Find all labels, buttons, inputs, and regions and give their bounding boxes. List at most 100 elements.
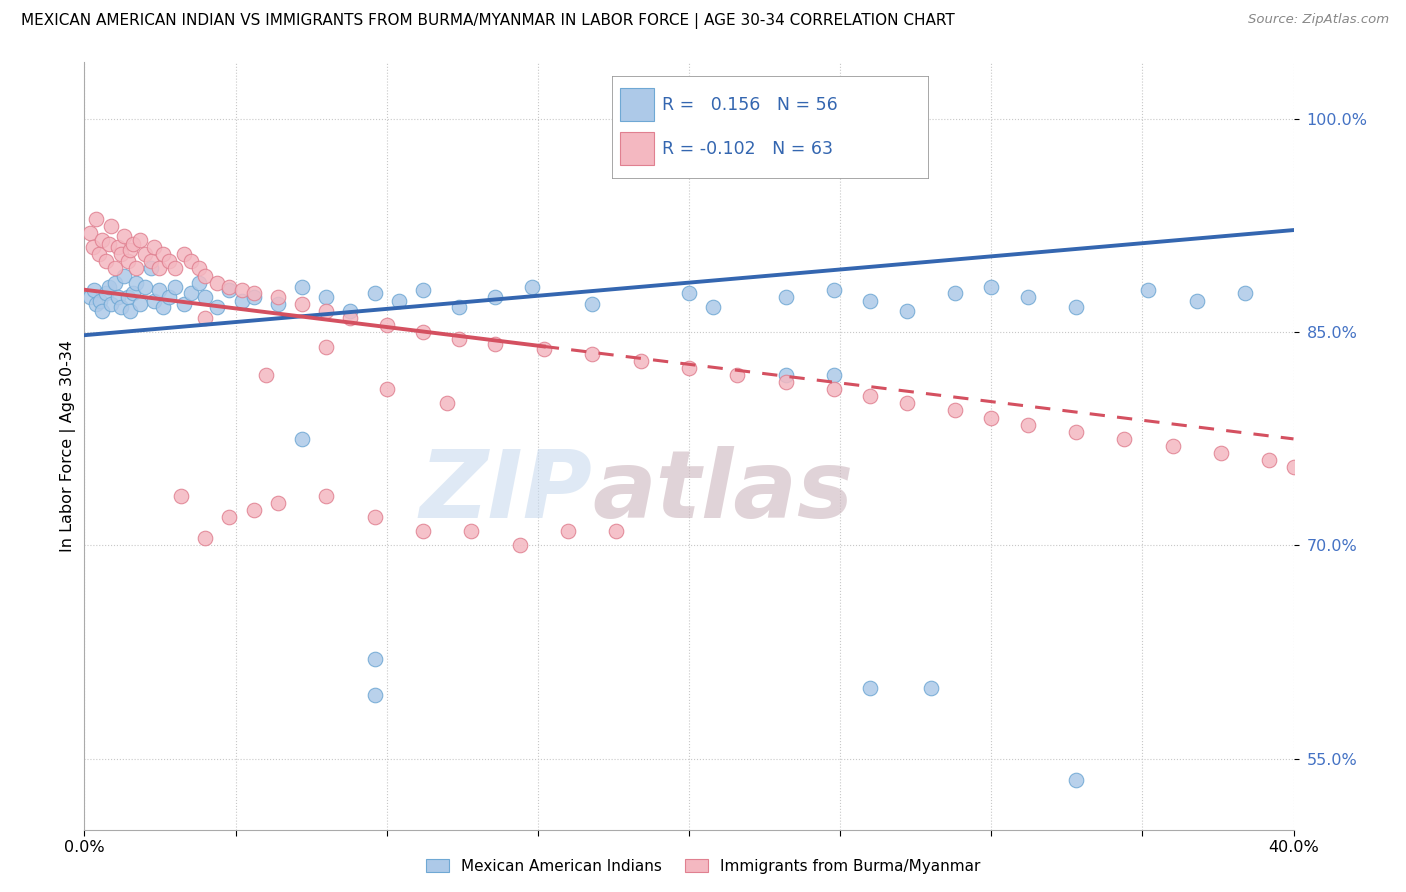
Point (605, 524, 627, 539)
Bar (620, 132, 654, 165)
Point (242, 285, 264, 300)
Point (1017, 417, 1039, 432)
Point (702, 300, 724, 314)
Point (449, 300, 471, 314)
Point (218, 283, 240, 297)
Point (194, 268, 217, 283)
Point (117, 254, 139, 268)
Point (207, 300, 229, 314)
Y-axis label: In Labor Force | Age 30-34: In Labor Force | Age 30-34 (60, 340, 76, 552)
Point (315, 304, 337, 318)
Point (1209, 446, 1232, 460)
Point (194, 290, 217, 304)
Point (291, 432, 314, 446)
Point (129, 297, 152, 311)
Point (110, 300, 132, 314)
Point (82, 240, 104, 254)
Point (363, 285, 385, 300)
Point (725, 368, 748, 382)
Point (363, 688, 385, 702)
Point (630, 353, 652, 368)
Point (104, 276, 127, 290)
Point (775, 368, 797, 382)
Point (104, 261, 127, 276)
Point (139, 254, 162, 268)
Point (412, 524, 434, 539)
Text: Source: ZipAtlas.com: Source: ZipAtlas.com (1249, 13, 1389, 27)
Point (460, 524, 482, 539)
Point (520, 280, 543, 294)
Point (859, 294, 882, 309)
Point (557, 524, 579, 539)
Point (143, 240, 166, 254)
Point (121, 285, 143, 300)
Point (363, 652, 385, 666)
Point (188, 276, 211, 290)
Point (484, 336, 506, 351)
Point (91, 233, 114, 247)
Point (291, 280, 314, 294)
Point (89, 294, 111, 309)
Point (129, 233, 152, 247)
Point (91, 304, 114, 318)
Point (107, 240, 129, 254)
Text: R =   0.156   N = 56: R = 0.156 N = 56 (662, 95, 838, 113)
Point (170, 489, 193, 503)
Point (315, 290, 337, 304)
Point (86, 211, 108, 226)
Point (173, 297, 195, 311)
Point (218, 280, 240, 294)
Point (533, 343, 555, 357)
Point (110, 247, 132, 261)
Point (1064, 425, 1087, 439)
Point (823, 368, 845, 382)
Point (775, 375, 797, 389)
Point (125, 261, 148, 276)
Point (943, 285, 966, 300)
Point (157, 254, 180, 268)
Point (980, 280, 1002, 294)
Point (152, 300, 174, 314)
Point (100, 219, 122, 233)
Point (79, 226, 101, 240)
Point (254, 368, 277, 382)
Point (218, 510, 240, 524)
Point (100, 297, 122, 311)
Point (859, 389, 882, 403)
Point (157, 290, 180, 304)
Point (194, 532, 217, 546)
Point (339, 304, 361, 318)
Point (823, 283, 845, 297)
Point (678, 285, 700, 300)
Point (1064, 300, 1087, 314)
Point (112, 268, 135, 283)
Point (1114, 432, 1136, 446)
Point (375, 382, 398, 396)
Point (231, 294, 253, 309)
Point (267, 297, 290, 311)
Point (79, 290, 101, 304)
Point (339, 311, 361, 326)
Text: MEXICAN AMERICAN INDIAN VS IMMIGRANTS FROM BURMA/MYANMAR IN LABOR FORCE | AGE 30: MEXICAN AMERICAN INDIAN VS IMMIGRANTS FR… (21, 13, 955, 29)
Point (231, 283, 253, 297)
Point (484, 290, 506, 304)
Point (242, 503, 264, 517)
Point (775, 290, 797, 304)
Point (291, 297, 314, 311)
Point (1234, 285, 1257, 300)
Point (1185, 294, 1208, 309)
Point (267, 290, 290, 304)
Point (143, 294, 166, 309)
Point (449, 333, 471, 347)
Point (165, 280, 187, 294)
Point (94, 285, 117, 300)
Point (86, 297, 108, 311)
Point (148, 261, 170, 276)
Point (388, 294, 411, 309)
Point (148, 283, 170, 297)
Point (896, 304, 918, 318)
Legend: Mexican American Indians, Immigrants from Burma/Myanmar: Mexican American Indians, Immigrants fro… (419, 853, 987, 880)
Point (896, 396, 918, 410)
Point (1258, 453, 1281, 467)
Point (859, 681, 882, 695)
